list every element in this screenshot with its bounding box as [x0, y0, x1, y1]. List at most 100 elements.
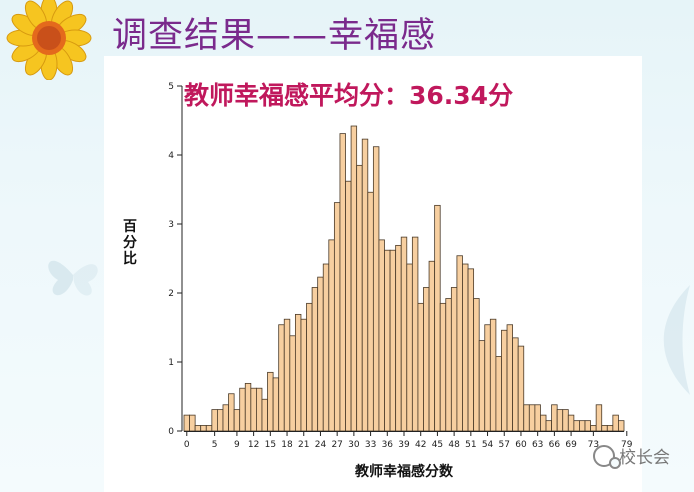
histogram-bar — [244, 382, 252, 432]
histogram-bar — [378, 239, 385, 432]
x-tick-label: 79 — [621, 440, 633, 450]
histogram-bar — [584, 420, 591, 432]
x-tick-label: 51 — [465, 440, 476, 450]
y-axis-label-char: 比 — [123, 250, 137, 267]
histogram-bar — [217, 409, 224, 432]
watermark-text: 校长会 — [619, 448, 670, 468]
histogram-bar — [189, 414, 196, 432]
histogram-bar — [595, 404, 603, 432]
histogram-bar — [523, 404, 530, 432]
histogram-bar — [439, 302, 447, 432]
x-tick-label: 30 — [348, 440, 360, 450]
histogram-bar — [478, 340, 486, 432]
x-tick-label: 48 — [448, 440, 460, 450]
histogram-bar — [556, 409, 564, 432]
histogram-bar — [339, 133, 346, 432]
histogram-bar — [200, 425, 207, 432]
x-tick-label: 57 — [499, 440, 510, 450]
histogram-bar — [551, 404, 558, 432]
histogram-bar — [311, 287, 319, 432]
histogram-bar — [228, 393, 235, 432]
x-tick-label: 63 — [532, 440, 543, 450]
histogram-bar — [484, 324, 491, 432]
histogram-bar — [400, 236, 408, 432]
leaf-decor-icon — [663, 285, 690, 395]
x-tick-label: 33 — [365, 440, 376, 450]
histogram-bar — [450, 287, 458, 432]
x-tick-label: 66 — [549, 440, 561, 450]
histogram-bar — [411, 236, 419, 432]
histogram-bar — [423, 287, 430, 432]
wechat-icon — [593, 444, 621, 469]
y-tick-label: 2 — [168, 289, 174, 299]
histogram-bar — [267, 371, 274, 432]
histogram-bar — [367, 191, 374, 432]
histogram-bar — [434, 204, 441, 432]
histogram-bar — [283, 318, 291, 432]
x-tick-label: 39 — [398, 440, 410, 450]
x-tick-label: 69 — [565, 440, 577, 450]
y-axis: 0 1 2 3 4 5 — [168, 82, 183, 437]
histogram-bar — [618, 420, 625, 432]
slide-title-container: 调查结果——幸福感 — [112, 4, 436, 60]
histogram-bar — [545, 420, 552, 432]
x-tick-label: 45 — [432, 440, 443, 450]
histogram-bar — [289, 335, 296, 432]
x-tick-label: 12 — [248, 440, 259, 450]
histogram-bar — [250, 387, 257, 432]
histogram-bar — [562, 409, 569, 432]
histogram-bar — [317, 276, 324, 432]
x-tick-label: 27 — [331, 440, 342, 450]
histogram-bar — [528, 404, 536, 432]
histogram-bar — [294, 313, 302, 432]
y-tick-label: 5 — [168, 82, 174, 92]
x-tick-label: 24 — [315, 440, 327, 450]
histogram-bar — [517, 345, 525, 432]
histogram-bar — [183, 414, 190, 432]
histogram-bar — [395, 244, 402, 432]
y-tick-label: 4 — [168, 151, 174, 161]
histogram-bar — [256, 387, 263, 432]
histogram-bar — [540, 414, 547, 432]
histogram-bar — [356, 164, 363, 432]
y-tick-label: 3 — [168, 220, 174, 230]
x-tick-label: 9 — [234, 440, 240, 450]
histogram-bar — [205, 425, 213, 432]
histogram-bar — [278, 324, 285, 432]
x-tick-label: 5 — [212, 440, 218, 450]
histogram-bar — [462, 263, 469, 432]
x-tick-label: 42 — [415, 440, 426, 450]
histogram-bar — [239, 387, 246, 432]
y-axis-label-char: 分 — [123, 235, 137, 251]
histogram-bar — [456, 255, 463, 432]
x-tick-label: 73 — [588, 440, 599, 450]
histogram-bar — [473, 298, 480, 432]
sunflower-icon — [6, 0, 92, 80]
bars-group — [183, 125, 625, 432]
y-axis-label-char: 百 — [123, 219, 137, 235]
histogram-bar — [601, 425, 608, 432]
x-tick-label: 36 — [382, 440, 394, 450]
y-tick-label: 1 — [168, 358, 174, 368]
x-axis: 0 5 9 12 15 18 21 24 27 30 33 36 39 42 45 48 51 54 57 60 63 6… — [184, 431, 633, 450]
histogram-bar — [350, 125, 358, 432]
histogram-bar — [261, 398, 268, 432]
histogram-bar — [333, 202, 341, 432]
x-axis-label: 教师幸福感分数 — [355, 463, 454, 480]
y-tick-label: 0 — [168, 427, 174, 437]
histogram-bar — [389, 249, 397, 432]
watermark: 校长会 — [593, 443, 670, 469]
histogram-bar — [489, 318, 497, 432]
x-tick-label: 54 — [482, 440, 494, 450]
histogram-bar — [361, 138, 369, 432]
x-tick-label: 60 — [515, 440, 527, 450]
histogram-bar — [328, 239, 335, 432]
histogram-bar — [579, 420, 586, 432]
histogram-bar — [372, 146, 380, 432]
histogram-bar — [573, 420, 580, 432]
histogram-bar — [406, 263, 413, 432]
histogram-bar — [306, 302, 313, 432]
histogram-bar — [590, 425, 597, 432]
slide-title: 调查结果——幸福感 — [112, 15, 437, 56]
